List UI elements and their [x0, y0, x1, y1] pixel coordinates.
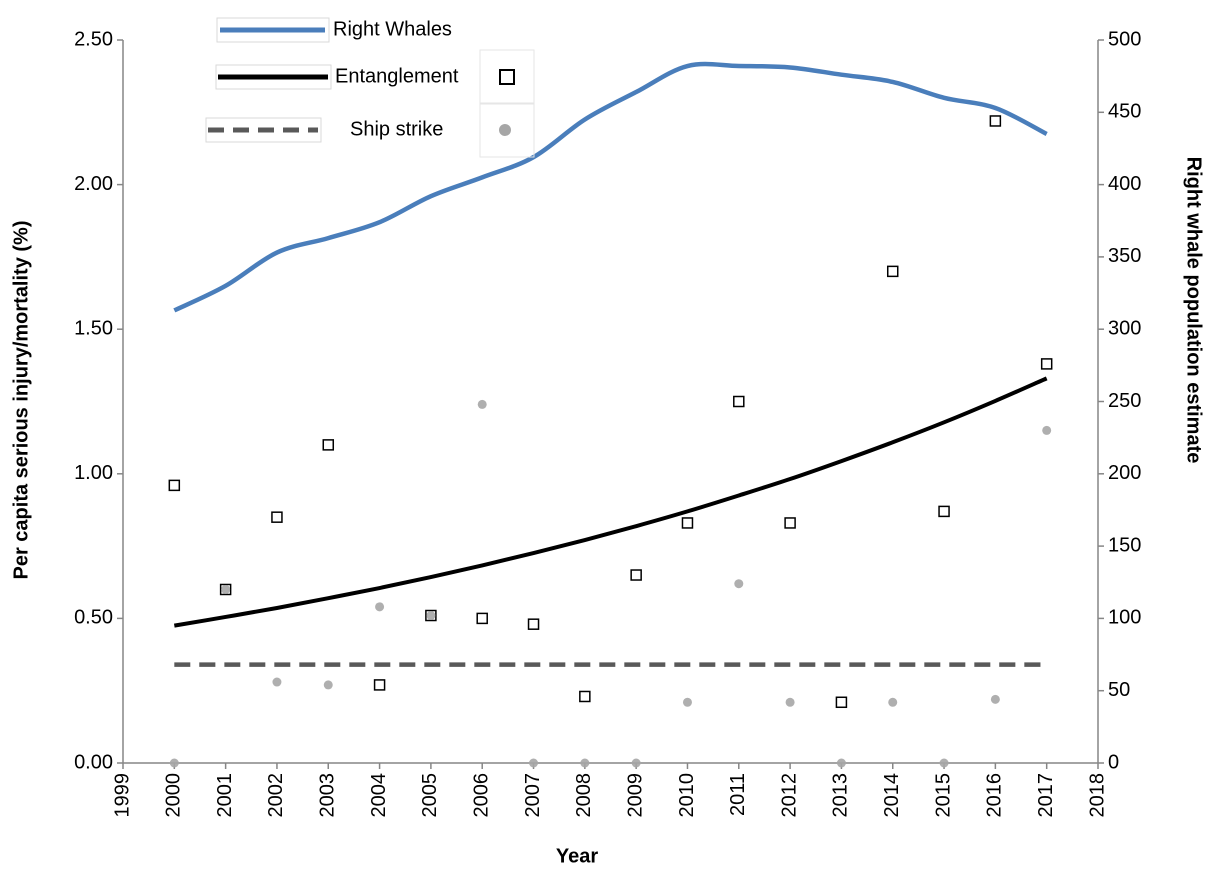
x-tick-label: 2017 [1035, 773, 1057, 818]
legend-marker [499, 69, 515, 85]
y2-tick-label: 400 [1108, 173, 1141, 195]
ship-strike-point [734, 579, 744, 589]
entanglement-point [322, 439, 335, 451]
entanglement-point [989, 115, 1002, 127]
x-tick-label: 2013 [830, 773, 852, 818]
x-tick-label: 2004 [368, 773, 390, 818]
entanglement-point [938, 505, 950, 518]
y-tick-label: 0.00 [74, 751, 113, 773]
x-tick-label: 2001 [214, 773, 236, 818]
legend-label: Entanglement [335, 65, 459, 87]
legend-box [479, 49, 535, 105]
ship-strike-point [888, 697, 898, 707]
ship-strike-point [272, 677, 282, 687]
y2-tick-label: 50 [1108, 679, 1130, 701]
entanglement-point [1040, 358, 1053, 370]
y2-tick-label: 250 [1108, 390, 1141, 412]
legend-box [205, 117, 322, 143]
y-tick-label: 2.00 [74, 173, 113, 195]
x-tick-label: 2014 [881, 773, 903, 818]
y-tick-label: 1.00 [74, 462, 113, 484]
ship-strike-point [939, 758, 949, 768]
y2-tick-label: 450 [1108, 101, 1141, 123]
x-tick-label: 2018 [1086, 773, 1108, 818]
x-tick-label: 2012 [778, 773, 800, 818]
ship-strike-point [785, 697, 795, 707]
entanglement-point [886, 265, 899, 278]
x-tick-label: 2008 [573, 773, 595, 818]
entanglement-point [681, 517, 694, 529]
ship-strike-point [990, 694, 1000, 704]
entanglement-point [733, 395, 745, 408]
y-axis-title: Per capita serious injury/mortality (%) [10, 221, 32, 580]
y2-tick-label: 200 [1108, 462, 1141, 484]
ship-strike-point [1042, 425, 1052, 435]
x-tick-label: 2016 [984, 773, 1006, 818]
y2-tick-label: 350 [1108, 245, 1141, 267]
ship-strike-point [323, 680, 333, 690]
ship-strike-point [682, 697, 692, 707]
y2-tick-label: 500 [1108, 28, 1141, 50]
x-tick-label: 2011 [727, 773, 749, 816]
ship-strike-point [529, 758, 539, 768]
legend-marker [499, 124, 511, 136]
ship-strike-point [169, 758, 179, 768]
entanglement-point [784, 517, 796, 529]
entanglement-point [579, 690, 591, 703]
y2-tick-label: 300 [1108, 317, 1141, 339]
legend-box [479, 102, 535, 158]
x-tick-label: 2000 [163, 773, 185, 818]
legend-label: Right Whales [333, 18, 452, 40]
ship-strike-point [221, 584, 231, 594]
entanglement-point [835, 696, 848, 709]
entanglement-point [630, 569, 642, 581]
y-tick-label: 2.50 [74, 28, 113, 50]
y2-tick-label: 100 [1108, 607, 1141, 629]
x-tick-label: 2015 [932, 773, 954, 818]
x-tick-label: 2003 [317, 773, 339, 818]
ship-strike-point [477, 399, 487, 409]
trend-line [173, 376, 1048, 628]
ship-strike-point [580, 758, 590, 768]
legend-box [215, 64, 332, 90]
x-tick-label: 2007 [522, 773, 544, 818]
y-tick-label: 1.50 [74, 317, 113, 339]
x-tick-label: 2009 [624, 773, 646, 818]
ship-strike-point [631, 758, 641, 768]
entanglement-point [271, 511, 283, 523]
x-axis-title: Year [556, 845, 598, 867]
legend-label: Ship strike [350, 118, 443, 140]
ship-strike-point [426, 611, 436, 621]
y2-tick-label: 0 [1108, 751, 1119, 773]
legend-box [216, 17, 330, 43]
y2-axis-title: Right whale population estimate [1183, 157, 1205, 464]
x-tick-label: 2002 [265, 773, 287, 818]
entanglement-point [527, 618, 540, 630]
x-tick-label: 1999 [111, 773, 133, 818]
x-tick-label: 2005 [419, 773, 441, 818]
series-line [173, 61, 1048, 313]
y2-tick-label: 150 [1108, 534, 1141, 556]
x-tick-label: 2010 [676, 773, 698, 818]
entanglement-point [476, 612, 488, 625]
y-tick-label: 0.50 [74, 607, 113, 629]
entanglement-point [168, 479, 181, 492]
ship-strike-point [375, 602, 385, 612]
entanglement-point [373, 679, 386, 691]
x-tick-label: 2006 [470, 773, 492, 818]
ship-strike-point [836, 758, 846, 768]
